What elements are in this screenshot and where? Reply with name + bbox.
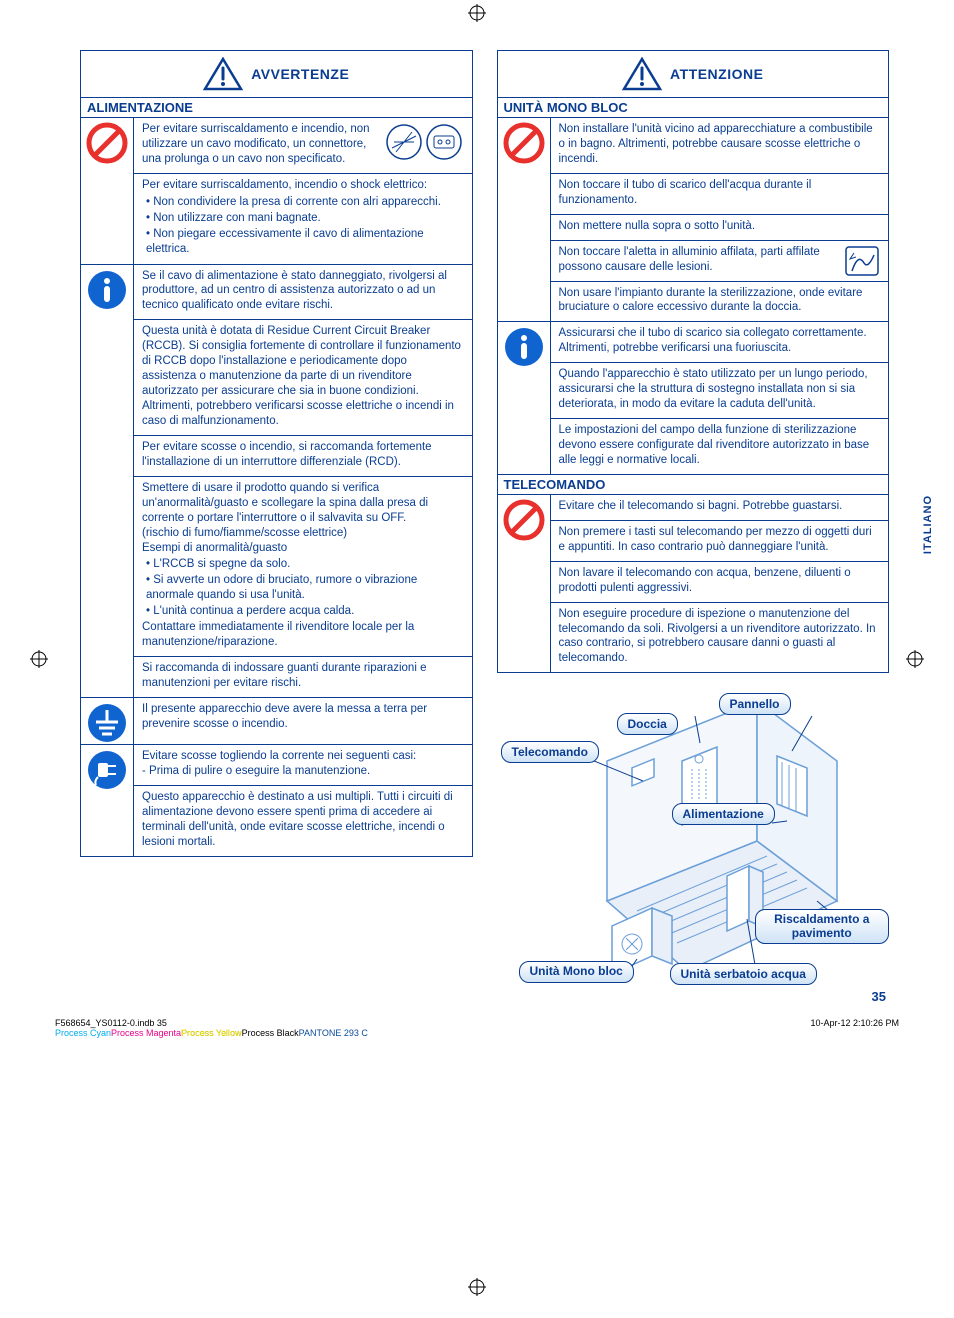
warning-triangle-icon — [203, 57, 243, 91]
text-tail: Contattare immediatamente il rivenditore… — [142, 621, 414, 648]
warning-text: Per evitare surriscaldamento, incendio o… — [134, 173, 472, 264]
row-group: Evitare scosse togliendo la corrente nei… — [81, 744, 472, 856]
bullet: L'unità continua a perdere acqua calda. — [146, 604, 464, 619]
text-lead: Smettere di usare il prodotto quando si … — [142, 482, 428, 554]
caution-triangle-icon — [622, 57, 662, 91]
mandatory-icon — [503, 326, 545, 368]
color-cyan: Process Cyan — [55, 1028, 111, 1038]
warning-text: Smettere di usare il prodotto quando si … — [134, 476, 472, 656]
row-group: Assicurarsi che il tubo di scarico sia c… — [498, 321, 889, 474]
text: Per evitare surriscaldamento e incendio,… — [142, 123, 370, 165]
row-group: Non installare l'unità vicino ad apparec… — [498, 117, 889, 321]
warning-text: Assicurarsi che il tubo di scarico sia c… — [551, 322, 889, 362]
section-telecomando: TELECOMANDO — [498, 474, 889, 494]
attenzione-box: ATTENZIONE UNITÀ MONO BLOC Non installar… — [497, 50, 890, 673]
footer-date: 10-Apr-12 2:10:26 PM — [810, 1018, 899, 1038]
warning-text: Per evitare scosse o incendio, si raccom… — [134, 435, 472, 476]
callout-doccia: Doccia — [617, 713, 678, 735]
avvertenze-title: AVVERTENZE — [251, 66, 349, 82]
callout-pannello: Pannello — [719, 693, 791, 715]
callout-monobloc: Unità Mono bloc — [519, 961, 634, 982]
attenzione-title: ATTENZIONE — [670, 66, 763, 82]
warning-text: Non toccare il tubo di scarico dell'acqu… — [551, 173, 889, 214]
warning-text: Evitare che il telecomando si bagni. Pot… — [551, 495, 889, 520]
warning-text: Quando l'apparecchio è stato utilizzato … — [551, 362, 889, 418]
installation-diagram: Pannello Doccia Telecomando Alimentazion… — [497, 691, 890, 1016]
section-alimentazione: ALIMENTAZIONE — [81, 97, 472, 117]
prohibit-icon — [86, 122, 128, 164]
warning-text: Il presente apparecchio deve avere la me… — [134, 698, 472, 742]
registration-mark-bottom — [468, 1278, 486, 1296]
right-column: ATTENZIONE UNITÀ MONO BLOC Non installar… — [497, 50, 890, 1016]
warning-text: Non premere i tasti sul telecomando per … — [551, 520, 889, 561]
warning-text: Non toccare l'aletta in alluminio affila… — [551, 240, 889, 281]
warning-text: Non installare l'unità vicino ad apparec… — [551, 118, 889, 173]
mandatory-icon — [86, 269, 128, 311]
footer-colors: Process CyanProcess MagentaProcess Yello… — [55, 1028, 368, 1038]
cable-damage-icon — [384, 122, 464, 162]
print-footer: F568654_YS0112-0.indb 35 Process CyanPro… — [55, 1018, 899, 1038]
left-column: AVVERTENZE ALIMENTAZIONE — [80, 50, 473, 1016]
text-lead: Per evitare surriscaldamento, incendio o… — [142, 179, 427, 191]
warning-text: Non mettere nulla sopra o sotto l'unità. — [551, 214, 889, 240]
section-monobloc: UNITÀ MONO BLOC — [498, 97, 889, 117]
callout-serbatoio: Unità serbatoio acqua — [670, 963, 817, 985]
page-content: ITALIANO AVVERTENZE ALIMENTAZIONE — [0, 0, 954, 1046]
color-pantone: PANTONE 293 C — [299, 1028, 368, 1038]
text: Non toccare l'aletta in alluminio affila… — [559, 246, 820, 273]
ground-icon — [86, 702, 128, 744]
color-black: Process Black — [242, 1028, 299, 1038]
prohibit-icon — [503, 499, 545, 541]
footer-file: F568654_YS0112-0.indb 35 — [55, 1018, 368, 1028]
warning-text: Questo apparecchio è destinato a usi mul… — [134, 785, 472, 856]
isometric-diagram-svg — [587, 701, 847, 991]
warning-text: Non eseguire procedure di ispezione o ma… — [551, 602, 889, 673]
avvertenze-box: AVVERTENZE ALIMENTAZIONE — [80, 50, 473, 857]
page-number: 35 — [872, 989, 886, 1004]
warning-text: Se il cavo di alimentazione è stato dann… — [134, 265, 472, 320]
warning-text: Si raccomanda di indossare guanti durant… — [134, 656, 472, 697]
bullet: Non condividere la presa di corrente con… — [146, 195, 464, 210]
color-yellow: Process Yellow — [181, 1028, 242, 1038]
warning-text: Per evitare surriscaldamento e incendio,… — [134, 118, 472, 173]
row-group: Se il cavo di alimentazione è stato dann… — [81, 264, 472, 697]
warning-text: Non usare l'impianto durante la steriliz… — [551, 281, 889, 322]
callout-riscaldamento: Riscaldamento a pavimento — [755, 909, 890, 943]
language-tab: ITALIANO — [922, 495, 934, 554]
warning-text: Le impostazioni del campo della funzione… — [551, 418, 889, 474]
warning-text: Evitare scosse togliendo la corrente nei… — [134, 745, 472, 785]
bullet: Non piegare eccessivamente il cavo di al… — [146, 227, 464, 257]
bullet: L'RCCB si spegne da solo. — [146, 557, 464, 572]
callout-telecomando: Telecomando — [501, 741, 599, 763]
color-magenta: Process Magenta — [111, 1028, 181, 1038]
row-group: Evitare che il telecomando si bagni. Pot… — [498, 494, 889, 672]
disconnect-plug-icon — [86, 749, 128, 791]
warning-text: Non lavare il telecomando con acqua, ben… — [551, 561, 889, 602]
row-group: Il presente apparecchio deve avere la me… — [81, 697, 472, 744]
sharp-fin-icon — [844, 245, 880, 277]
callout-alimentazione: Alimentazione — [672, 803, 775, 825]
warning-text: Questa unità è dotata di Residue Current… — [134, 319, 472, 435]
prohibit-icon — [503, 122, 545, 164]
bullet: Non utilizzare con mani bagnate. — [146, 211, 464, 226]
row-group: Per evitare surriscaldamento e incendio,… — [81, 117, 472, 264]
bullet: Si avverte un odore di bruciato, rumore … — [146, 573, 464, 603]
